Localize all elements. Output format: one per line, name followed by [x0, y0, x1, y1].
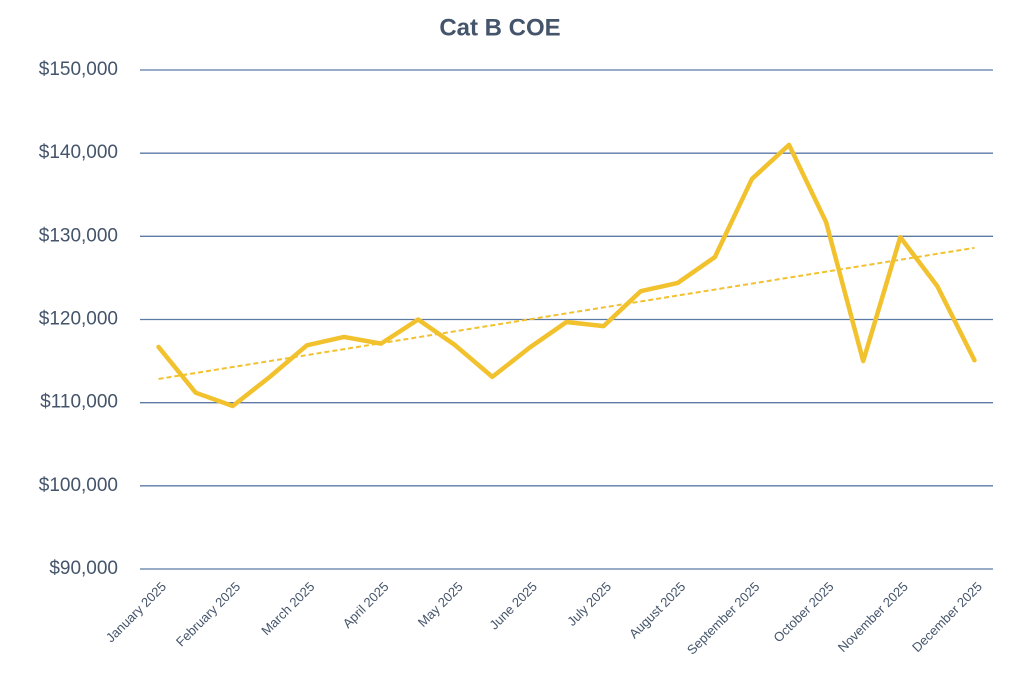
- y-tick-label: $130,000: [39, 225, 118, 246]
- y-tick-label: $90,000: [49, 558, 118, 579]
- y-tick-label: $120,000: [39, 309, 118, 330]
- chart-title: Cat B COE: [439, 14, 560, 41]
- y-tick-label: $140,000: [39, 142, 118, 163]
- y-tick-label: $100,000: [39, 475, 118, 496]
- x-tick-label: May 2025: [415, 579, 466, 630]
- data-line: [156, 142, 977, 409]
- x-tick-label: April 2025: [340, 579, 392, 631]
- x-tick-label: January 2025: [103, 579, 169, 645]
- y-tick-label: $150,000: [39, 59, 118, 80]
- x-tick-label: October 2025: [770, 579, 836, 645]
- y-tick-label: $110,000: [40, 392, 118, 413]
- x-tick-label: September 2025: [684, 579, 763, 658]
- x-tick-label: August 2025: [626, 579, 688, 641]
- x-tick-label: March 2025: [258, 579, 317, 638]
- x-tick-label: December 2025: [909, 579, 985, 655]
- x-tick-label: July 2025: [564, 579, 614, 629]
- x-tick-label: June 2025: [486, 579, 540, 633]
- x-tick-label: February 2025: [173, 579, 243, 649]
- x-tick-label: November 2025: [835, 579, 911, 655]
